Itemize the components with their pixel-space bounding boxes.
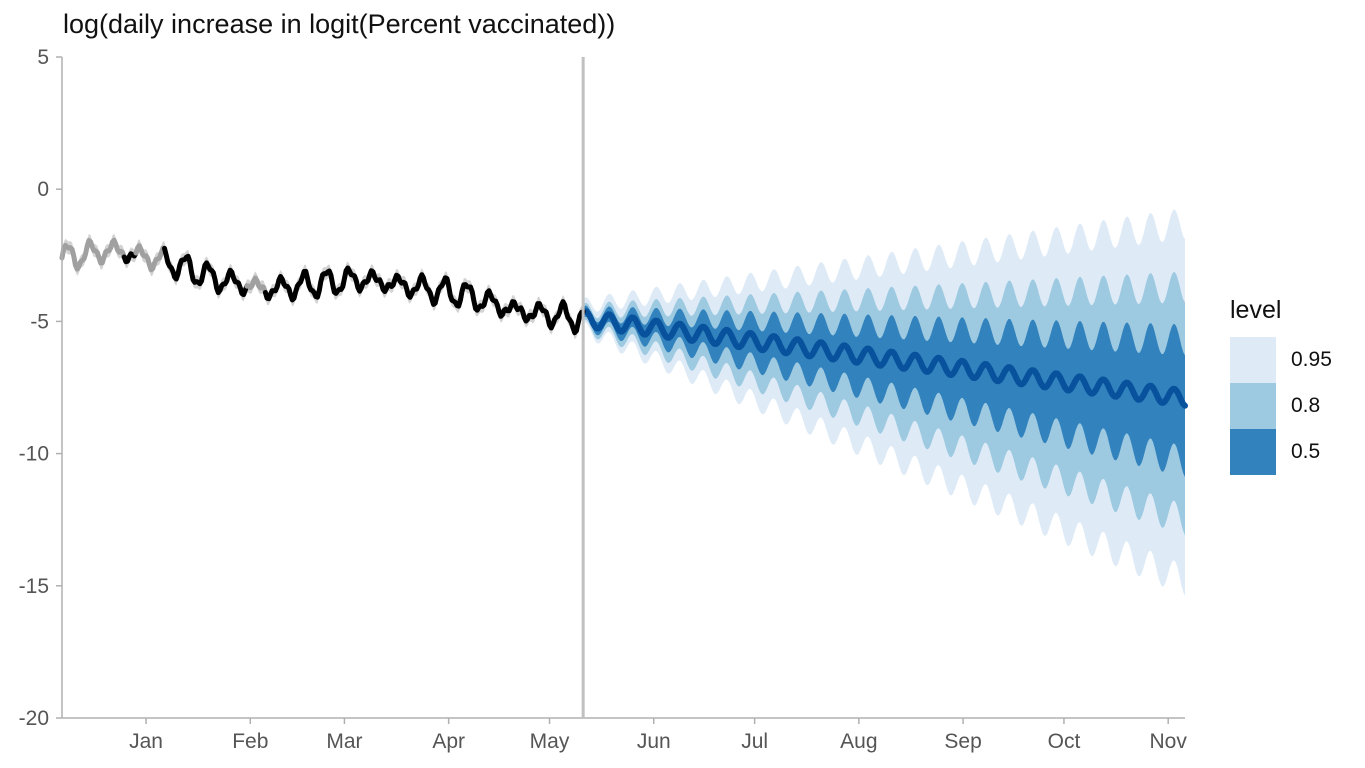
y-tick-label: -15 <box>19 575 49 598</box>
observed-series <box>59 233 586 340</box>
x-tick-label: Nov <box>1150 730 1188 753</box>
y-tick-label: 5 <box>37 46 49 69</box>
y-tick-label: -10 <box>19 443 49 466</box>
y-tick-label: -20 <box>19 707 49 730</box>
x-tick-label: Apr <box>432 730 465 753</box>
x-tick-label: Mar <box>326 730 362 753</box>
observed-line-uncertain <box>133 243 167 273</box>
legend-swatch-095 <box>1230 337 1276 383</box>
legend-swatch-08 <box>1230 383 1276 429</box>
observed-line-uncertain <box>244 275 268 295</box>
legend-title: level <box>1230 296 1282 324</box>
axes: 5 0 -5 -10 -15 -20 Jan Feb Mar Apr May Jun Jul Aug Sep… <box>19 46 1188 753</box>
observed-line-uncertain <box>59 237 127 272</box>
legend-item-05: 0.5 <box>1230 429 1332 475</box>
x-tick-label: Aug <box>840 730 877 753</box>
x-tick-label: Jun <box>637 730 671 753</box>
forecast-median-line <box>580 308 1188 409</box>
legend: level 0.95 0.8 0.5 <box>1230 296 1332 475</box>
observed-line <box>121 250 139 265</box>
x-tick-label: May <box>530 730 570 753</box>
x-tick-label: Oct <box>1048 730 1081 753</box>
y-tick-label: 0 <box>37 178 49 201</box>
x-tick-label: Feb <box>232 730 268 753</box>
x-tick-label: Sep <box>944 730 981 753</box>
legend-label-095: 0.95 <box>1291 348 1332 371</box>
y-tick-label: -5 <box>30 310 49 333</box>
observed-line <box>162 245 250 298</box>
forecast-band-05 <box>583 305 1185 477</box>
x-tick-label: Jan <box>129 730 163 753</box>
legend-label-08: 0.8 <box>1291 394 1321 417</box>
forecast-bands <box>580 209 1188 596</box>
x-tick-label: Jul <box>741 730 768 753</box>
observed-line <box>262 265 586 336</box>
chart-title: log(daily increase in logit(Percent vacc… <box>63 9 616 39</box>
legend-swatch-05 <box>1230 429 1276 475</box>
legend-label-05: 0.5 <box>1291 440 1321 463</box>
legend-item-08: 0.8 <box>1230 383 1332 429</box>
legend-item-095: 0.95 <box>1230 337 1332 383</box>
